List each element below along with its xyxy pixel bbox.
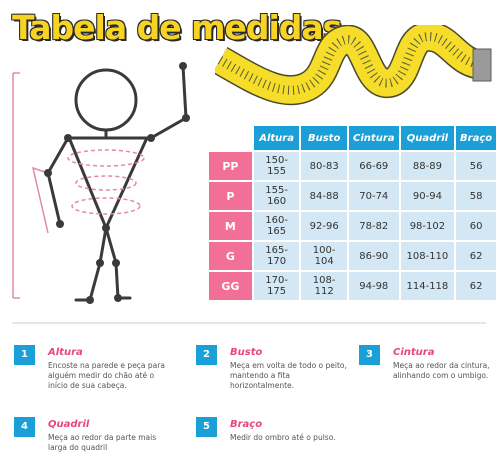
table-row: PP 150-155 80-83 66-69 88-89 56 bbox=[209, 152, 496, 180]
table-cell: 62 bbox=[456, 272, 496, 300]
step-label: Quadril bbox=[48, 419, 90, 430]
col-header-altura: Altura bbox=[253, 126, 300, 150]
table-cell: 108-110 bbox=[400, 242, 455, 270]
table-cell: 92-96 bbox=[301, 212, 347, 240]
step-number: 4 bbox=[14, 417, 35, 437]
table-cell: 170-175 bbox=[253, 272, 300, 300]
col-header-braco: Braço bbox=[456, 126, 496, 150]
table-cell: 80-83 bbox=[301, 152, 347, 180]
table-cell: 66-69 bbox=[348, 152, 399, 180]
table-cell: 100-104 bbox=[301, 242, 347, 270]
table-cell: 90-94 bbox=[400, 182, 455, 210]
table-cell: 114-118 bbox=[400, 272, 455, 300]
table-cell: 108-112 bbox=[301, 272, 347, 300]
size-label: P bbox=[209, 182, 252, 210]
table-row: P 155-160 84-88 70-74 90-94 58 bbox=[209, 182, 496, 210]
step-number: 5 bbox=[196, 417, 217, 437]
table-row: G 165-170 100-104 86-90 108-110 62 bbox=[209, 242, 496, 270]
step-label: Cintura bbox=[393, 347, 435, 358]
step-number: 2 bbox=[196, 345, 217, 365]
table-header-row: Altura Busto Cintura Quadril Braço bbox=[209, 126, 496, 150]
step-number: 1 bbox=[14, 345, 35, 365]
size-label: G bbox=[209, 242, 252, 270]
step-number: 3 bbox=[359, 345, 380, 365]
step-label: Busto bbox=[230, 347, 263, 358]
col-header-quadril: Quadril bbox=[400, 126, 455, 150]
size-table: Altura Busto Cintura Quadril Braço PP 15… bbox=[207, 124, 498, 302]
table-row: M 160-165 92-96 78-82 98-102 60 bbox=[209, 212, 496, 240]
size-label: GG bbox=[209, 272, 252, 300]
table-cell: 88-89 bbox=[400, 152, 455, 180]
table-cell: 94-98 bbox=[348, 272, 399, 300]
table-cell: 160-165 bbox=[253, 212, 300, 240]
table-cell: 60 bbox=[456, 212, 496, 240]
step-description: Meça em volta de todo o peito, mantendo … bbox=[230, 361, 347, 390]
size-label: M bbox=[209, 212, 252, 240]
table-cell: 84-88 bbox=[301, 182, 347, 210]
step-description: Medir do ombro até o pulso. bbox=[230, 433, 336, 442]
table-cell: 150-155 bbox=[253, 152, 300, 180]
table-cell: 98-102 bbox=[400, 212, 455, 240]
table-cell: 86-90 bbox=[348, 242, 399, 270]
step-description: Encoste na parede e peça para alguém med… bbox=[48, 361, 165, 390]
section-divider bbox=[12, 322, 486, 324]
size-label: PP bbox=[209, 152, 252, 180]
step-description: Meça ao redor da cintura, alinhando com … bbox=[393, 361, 490, 380]
step-label: Altura bbox=[48, 347, 83, 358]
table-cell: 58 bbox=[456, 182, 496, 210]
col-header-busto: Busto bbox=[301, 126, 347, 150]
stick-figure-illustration bbox=[12, 62, 190, 304]
page-title: Tabela de medidas bbox=[12, 8, 342, 47]
table-cell: 165-170 bbox=[253, 242, 300, 270]
table-cell: 56 bbox=[456, 152, 496, 180]
table-row: GG 170-175 108-112 94-98 114-118 62 bbox=[209, 272, 496, 300]
table-corner bbox=[209, 126, 252, 150]
step-label: Braço bbox=[230, 419, 263, 430]
col-header-cintura: Cintura bbox=[348, 126, 399, 150]
table-cell: 155-160 bbox=[253, 182, 300, 210]
step-description: Meça ao redor da parte mais larga do qua… bbox=[48, 433, 157, 452]
measuring-tape-illustration bbox=[215, 25, 492, 106]
table-cell: 70-74 bbox=[348, 182, 399, 210]
table-cell: 78-82 bbox=[348, 212, 399, 240]
table-cell: 62 bbox=[456, 242, 496, 270]
